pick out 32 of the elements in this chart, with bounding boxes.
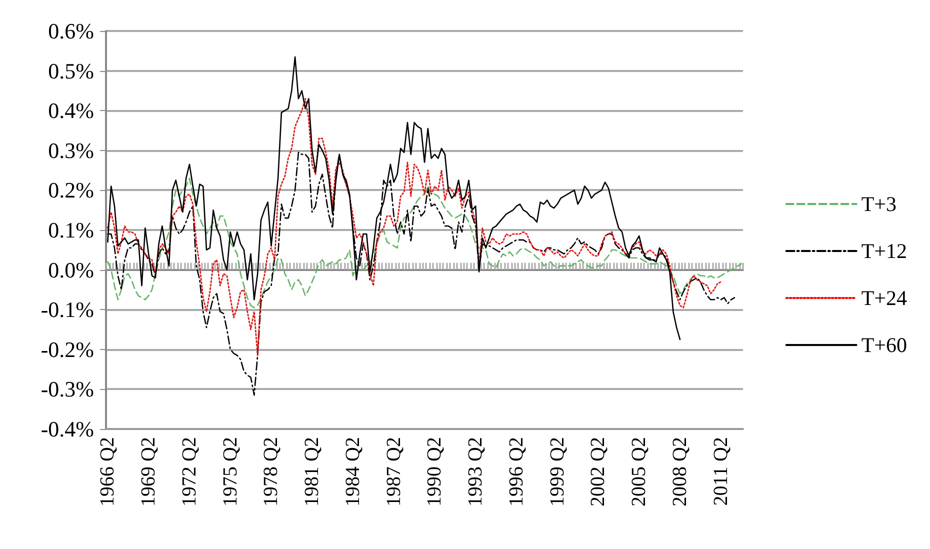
y-tick-label: 0.4%	[48, 98, 94, 124]
x-tick-label: 1999 Q2	[546, 437, 568, 506]
y-tick-label: 0.1%	[48, 218, 94, 242]
y-tick-label: 0.0%	[48, 257, 94, 282]
x-tick-label: 1984 Q2	[342, 437, 364, 506]
x-tick-label: 2005 Q2	[628, 437, 650, 506]
y-tick-label: -0.2%	[40, 336, 94, 362]
x-tick-label: 1978 Q2	[260, 437, 282, 506]
legend-label: T+60	[861, 333, 907, 357]
x-tick-label: 1972 Q2	[178, 437, 200, 506]
x-tick-label: 1990 Q2	[424, 437, 446, 506]
x-tick-label: 1975 Q2	[219, 437, 242, 506]
x-tick-label: 2008 Q2	[668, 437, 691, 506]
y-tick-label: -0.4%	[40, 416, 94, 442]
legend-label: T+24	[861, 286, 908, 310]
y-tick-label: -0.1%	[40, 297, 94, 322]
line-series	[107, 98, 722, 356]
x-tick-label: 2002 Q2	[587, 437, 610, 506]
x-tick-label: 1996 Q2	[505, 437, 528, 506]
x-tick-label: 1981 Q2	[301, 437, 324, 506]
legend-label: T+3	[861, 192, 896, 216]
y-tick-label: -0.3%	[40, 376, 94, 402]
x-tick-label: 1987 Q2	[382, 437, 405, 506]
x-tick-label: 2011 Q2	[710, 437, 732, 506]
x-tick-label: 1993 Q2	[464, 437, 487, 506]
x-tick-label: 1969 Q2	[138, 437, 160, 506]
y-tick-label: 0.3%	[48, 138, 94, 163]
y-tick-label: 0.6%	[48, 18, 94, 44]
x-tick-label: 1966 Q2	[96, 437, 119, 506]
y-tick-label: 0.5%	[48, 58, 94, 84]
legend-label: T+12	[861, 239, 907, 263]
y-tick-label: 0.2%	[48, 178, 94, 203]
